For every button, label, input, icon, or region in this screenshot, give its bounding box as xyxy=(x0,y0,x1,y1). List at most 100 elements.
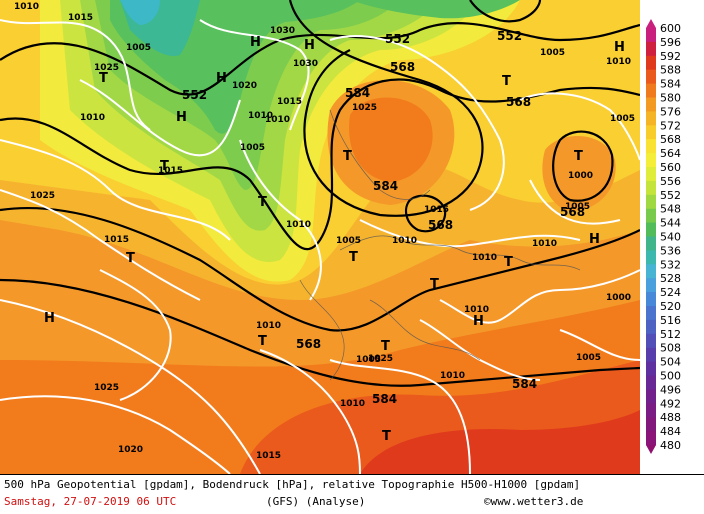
legend-value: 512 xyxy=(660,328,681,341)
legend-top-arrow xyxy=(646,19,656,28)
pressure-label: 1010 xyxy=(532,239,557,249)
legend-value: 564 xyxy=(660,147,681,160)
high-pressure-marker: H xyxy=(44,311,55,326)
legend-value: 536 xyxy=(660,244,681,257)
pressure-label: 1025 xyxy=(30,191,55,201)
geopotential-label: 568 xyxy=(390,60,415,74)
geopotential-label: 568 xyxy=(296,337,321,351)
legend-swatch xyxy=(646,83,656,98)
low-pressure-marker: T xyxy=(258,195,267,210)
legend-swatch xyxy=(646,222,656,237)
pressure-label: 1005 xyxy=(565,202,590,212)
legend-value: 532 xyxy=(660,258,681,271)
legend-bottom-arrow xyxy=(646,445,656,454)
legend-swatch xyxy=(646,264,656,279)
geopotential-label: 584 xyxy=(345,86,370,100)
pressure-label: 1015 xyxy=(158,166,183,176)
legend-value: 480 xyxy=(660,439,681,452)
color-legend: 600 596 592 588 584 580 576 572 568 564 560 556 552 5… xyxy=(640,0,704,474)
legend-value: 496 xyxy=(660,383,681,396)
legend-value: 600 xyxy=(660,22,681,35)
low-pressure-marker: T xyxy=(430,277,439,292)
low-pressure-marker: T xyxy=(349,250,358,265)
low-pressure-marker: T xyxy=(160,159,169,174)
pressure-label: 1015 xyxy=(277,97,302,107)
legend-value: 596 xyxy=(660,36,681,49)
legend-swatch xyxy=(646,375,656,390)
low-pressure-marker: T xyxy=(126,251,135,266)
pressure-label: 1010 xyxy=(286,220,311,230)
high-pressure-marker: H xyxy=(250,35,261,50)
high-pressure-marker: H xyxy=(473,314,484,329)
pressure-label: 1010 xyxy=(340,399,365,409)
pressure-label: 1015 xyxy=(68,13,93,23)
pressure-label: 1005 xyxy=(240,143,265,153)
pressure-label: 1000 xyxy=(568,171,593,181)
pressure-label: 1010 xyxy=(256,321,281,331)
legend-swatch xyxy=(646,250,656,265)
legend-value: 588 xyxy=(660,64,681,77)
geopotential-label: 584 xyxy=(512,377,537,391)
geopotential-label: 568 xyxy=(506,95,531,109)
pressure-label: 1010 xyxy=(606,57,631,67)
low-pressure-marker: T xyxy=(502,74,511,89)
legend-swatch xyxy=(646,403,656,418)
legend-value: 544 xyxy=(660,217,681,230)
pressure-label: 1025 xyxy=(368,354,393,364)
pressure-label: 1030 xyxy=(293,59,318,69)
legend-swatch xyxy=(646,361,656,376)
geopotential-label: 584 xyxy=(372,392,397,406)
pressure-label: 1020 xyxy=(232,81,257,91)
pressure-label: 1015 xyxy=(256,451,281,461)
low-pressure-marker: T xyxy=(381,339,390,354)
legend-value: 576 xyxy=(660,105,681,118)
legend-value: 492 xyxy=(660,397,681,410)
legend-value: 580 xyxy=(660,92,681,105)
low-pressure-marker: T xyxy=(504,255,513,270)
legend-swatch xyxy=(646,347,656,363)
weather-map: 1010 1015 1005 1030 1030 1025 1015 1020 … xyxy=(0,0,640,474)
pressure-label: 1015 xyxy=(424,205,449,215)
low-pressure-marker: T xyxy=(382,429,391,444)
footer: 500 hPa Geopotential [gpdam], Bodendruck… xyxy=(0,474,704,514)
pressure-label: 1005 xyxy=(576,353,601,363)
legend-value: 520 xyxy=(660,300,681,313)
legend-swatch xyxy=(646,236,656,251)
low-pressure-marker: T xyxy=(258,334,267,349)
legend-value: 584 xyxy=(660,78,681,91)
legend-swatch xyxy=(646,125,656,140)
legend-value: 560 xyxy=(660,161,681,174)
geopotential-label: 568 xyxy=(428,218,453,232)
pressure-label: 1010 xyxy=(14,2,39,12)
legend-swatch xyxy=(646,69,656,85)
legend-swatch xyxy=(646,180,656,196)
pressure-label: 1005 xyxy=(336,236,361,246)
legend-svg: 6005965925885845805765725685645605565525… xyxy=(646,19,681,454)
high-pressure-marker: H xyxy=(216,71,227,86)
legend-swatch xyxy=(646,319,656,335)
pressure-label: 1030 xyxy=(270,26,295,36)
legend-value: 568 xyxy=(660,133,681,146)
legend-value: 556 xyxy=(660,175,681,188)
model-info: (GFS) (Analyse) xyxy=(266,495,366,508)
legend-value: 488 xyxy=(660,411,681,424)
legend-value: 508 xyxy=(660,342,681,355)
legend-value: 552 xyxy=(660,189,681,202)
pressure-label: 1005 xyxy=(126,43,151,53)
pressure-label: 1000 xyxy=(606,293,631,303)
pressure-label: 1010 xyxy=(80,113,105,123)
pressure-label: 1015 xyxy=(104,235,129,245)
legend-value: 540 xyxy=(660,231,681,244)
geopotential-label: 568 xyxy=(560,205,585,219)
pressure-label: 1020 xyxy=(118,445,143,455)
high-pressure-marker: H xyxy=(614,40,625,55)
legend-swatch xyxy=(646,41,656,57)
pressure-label: 1010 xyxy=(464,305,489,315)
pressure-label: 1010 xyxy=(472,253,497,263)
pressure-label: 1005 xyxy=(610,114,635,124)
legend-value: 528 xyxy=(660,272,681,285)
legend-swatch xyxy=(646,111,656,126)
geopotential-label: 584 xyxy=(373,179,398,193)
legend-value: 548 xyxy=(660,203,681,216)
high-pressure-marker: H xyxy=(176,110,187,125)
